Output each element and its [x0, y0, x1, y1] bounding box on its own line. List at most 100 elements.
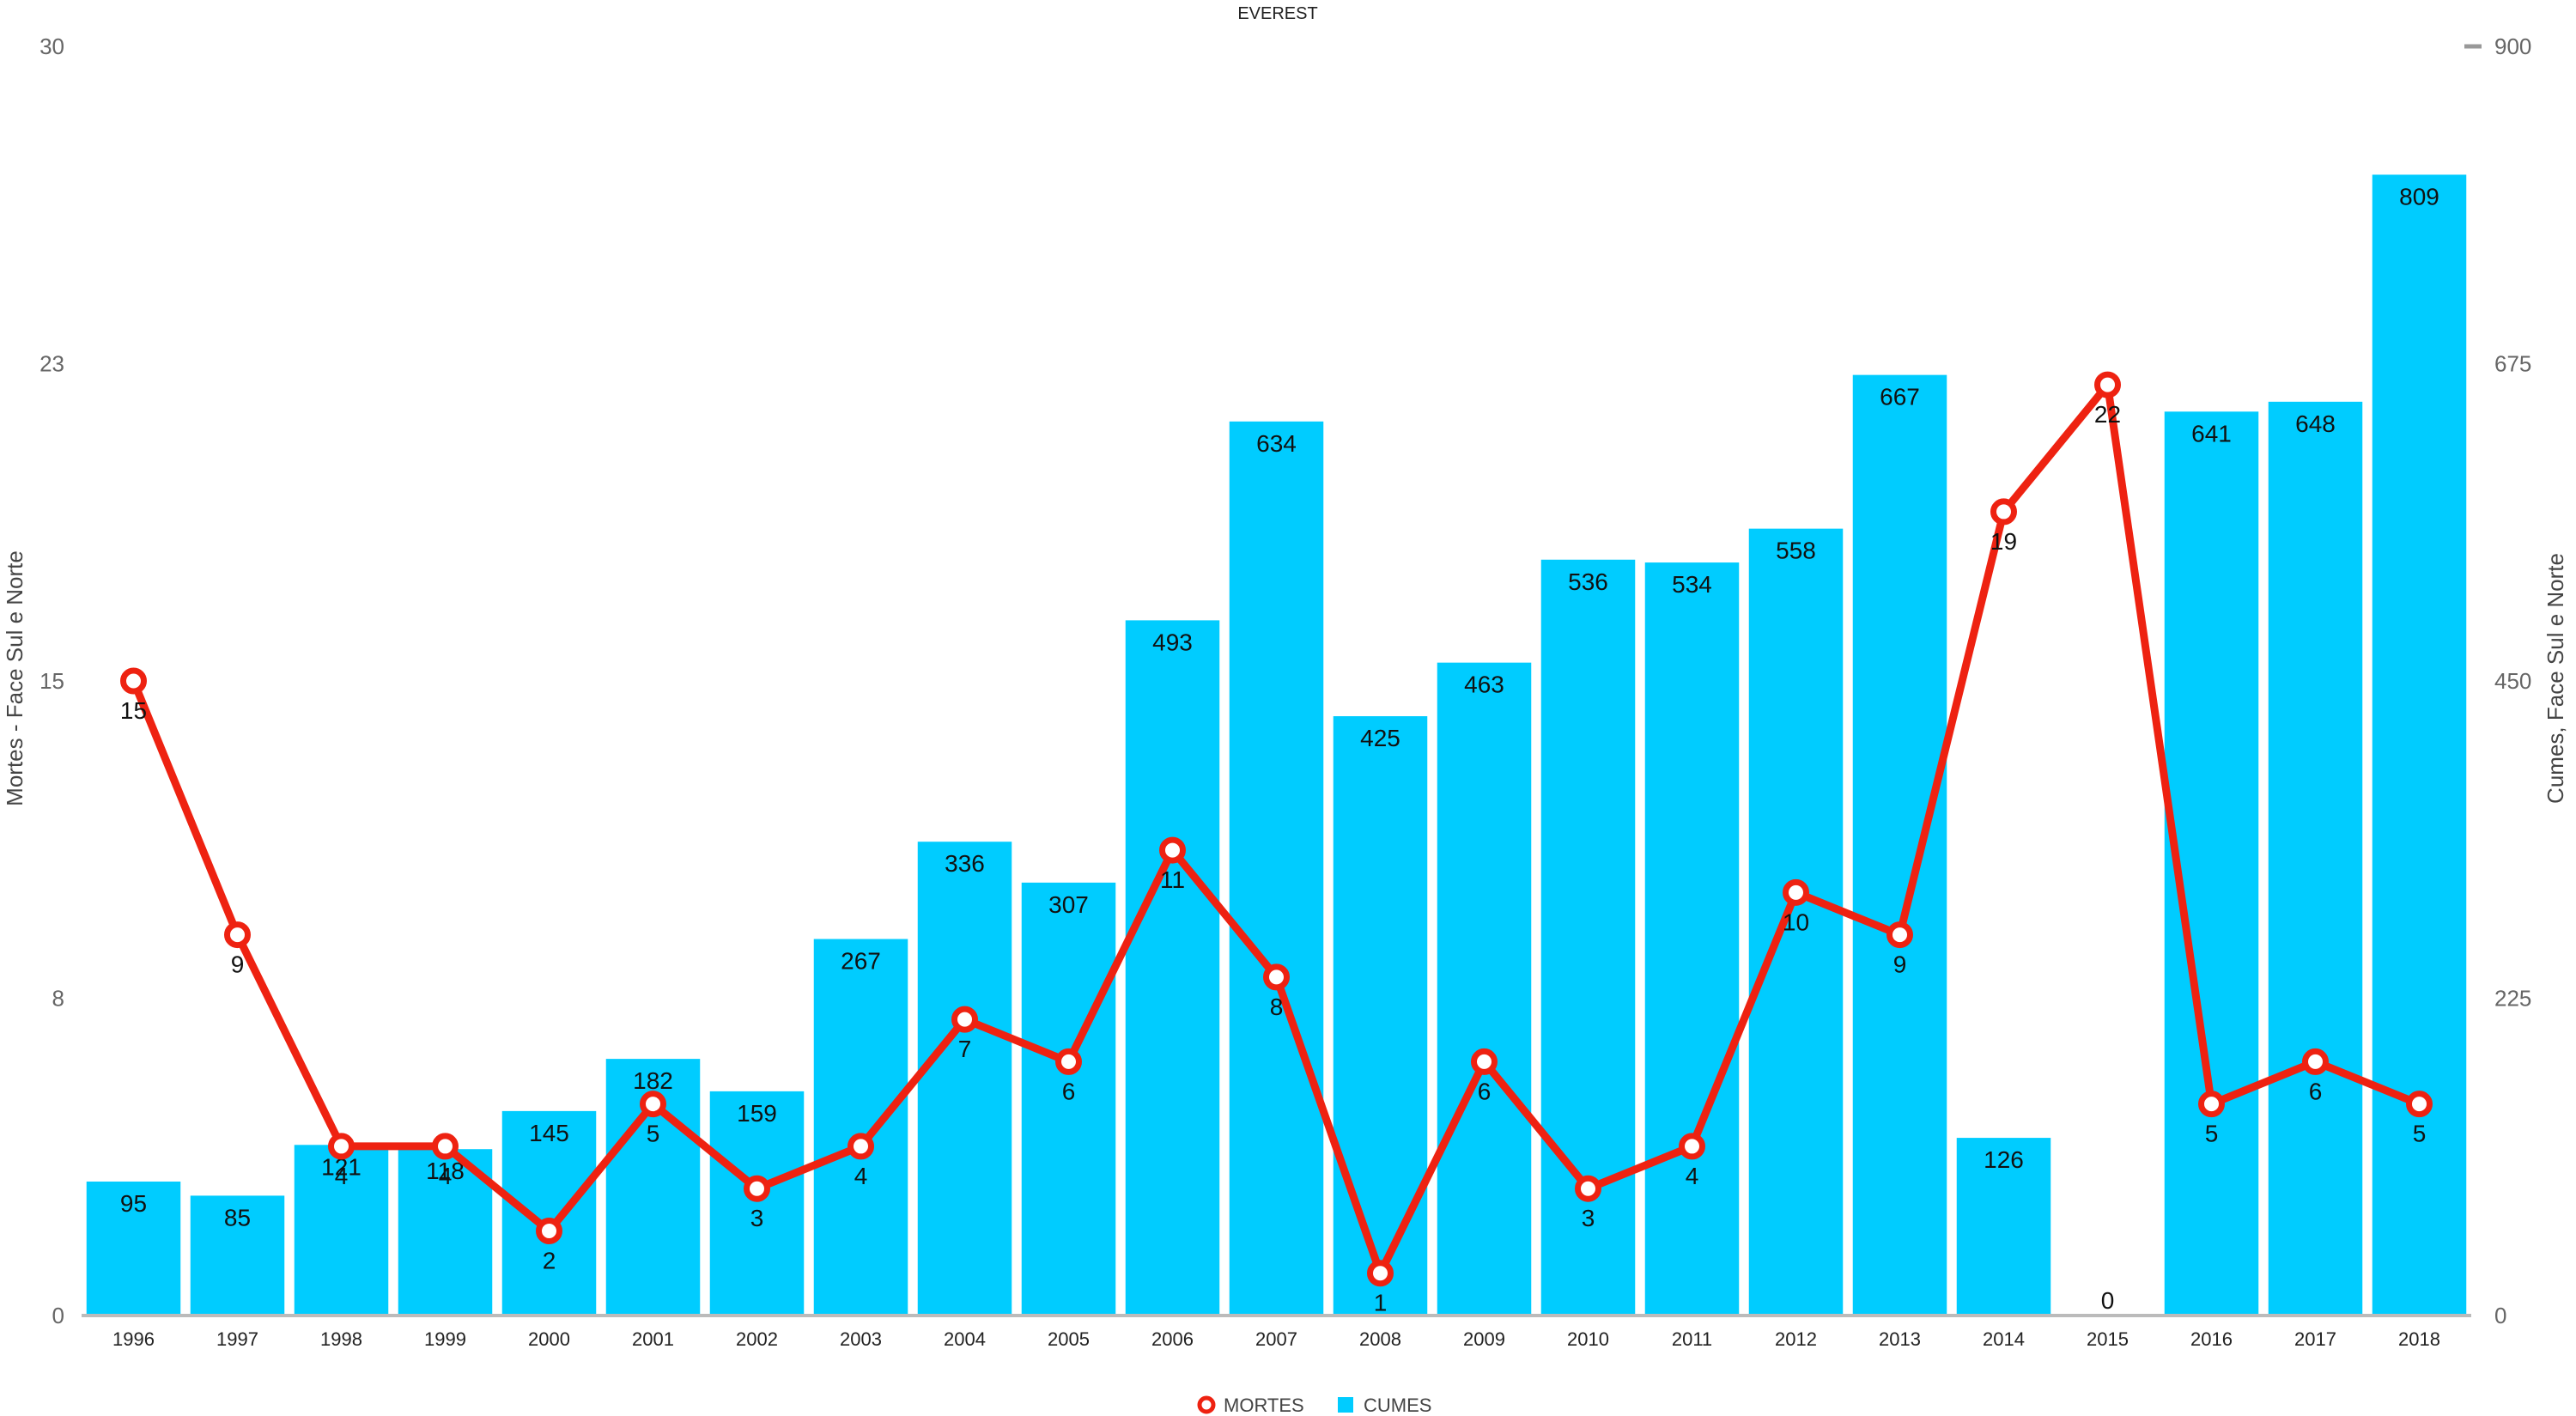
line-series-mortes [120, 371, 2433, 1287]
bar-value-label: 648 [2295, 410, 2336, 437]
y-right-tick-label: 0 [2494, 1303, 2506, 1328]
line-point[interactable] [2302, 1048, 2329, 1075]
line-value-label: 22 [2094, 401, 2121, 428]
x-tick-label: 1998 [320, 1328, 362, 1350]
bar[interactable] [1852, 374, 1947, 1316]
line-point[interactable] [640, 1091, 666, 1118]
y-left-tick-label: 23 [39, 351, 64, 377]
bar-value-label: 536 [1568, 568, 1608, 595]
bar-value-label: 0 [2101, 1287, 2115, 1314]
x-tick-label: 2015 [2087, 1328, 2129, 1350]
legend-item-mortes[interactable]: MORTES [1197, 1395, 1304, 1416]
bar[interactable] [1437, 662, 1532, 1316]
bar[interactable] [501, 1110, 597, 1316]
bar-value-label: 267 [841, 948, 881, 975]
x-tick-label: 1997 [216, 1328, 258, 1350]
x-tick-label: 2007 [1255, 1328, 1297, 1350]
bar[interactable] [1644, 562, 1740, 1316]
line-value-label: 5 [2413, 1121, 2427, 1147]
line-value-label: 15 [120, 697, 147, 724]
bar[interactable] [1125, 620, 1220, 1316]
bar[interactable] [1229, 421, 1324, 1316]
line-point[interactable] [536, 1217, 562, 1244]
line-point[interactable] [2094, 371, 2121, 398]
bar[interactable] [917, 842, 1012, 1316]
bar-value-label: 641 [2191, 420, 2232, 447]
x-tick-label: 2002 [736, 1328, 778, 1350]
x-tick-label: 2013 [1879, 1328, 1921, 1350]
line-value-label: 4 [335, 1163, 349, 1189]
line-value-label: 7 [958, 1036, 972, 1062]
bar-value-label: 85 [224, 1204, 251, 1231]
line-value-label: 11 [1160, 866, 1185, 893]
line-point[interactable] [1886, 921, 1913, 949]
line-point[interactable] [432, 1133, 459, 1160]
x-tick-label: 1996 [112, 1328, 155, 1350]
bar-value-label: 126 [1984, 1146, 2024, 1173]
bar[interactable] [1956, 1138, 2051, 1316]
bar[interactable] [190, 1195, 285, 1316]
x-tick-label: 2008 [1359, 1328, 1401, 1350]
bar-value-label: 534 [1672, 571, 1712, 598]
x-tick-label: 2018 [2398, 1328, 2440, 1350]
x-tick-label: 2016 [2190, 1328, 2233, 1350]
x-tick-label: 2004 [944, 1328, 986, 1350]
bar[interactable] [1748, 528, 1844, 1316]
line-value-label: 9 [231, 951, 245, 978]
line-point[interactable] [848, 1133, 874, 1160]
y-left-tick-label: 8 [52, 986, 64, 1012]
bar[interactable] [1021, 882, 1116, 1316]
y-right-tick-label: 225 [2494, 986, 2531, 1012]
legend-label-cumes: CUMES [1364, 1395, 1431, 1416]
line-point[interactable] [2406, 1091, 2433, 1118]
bar-value-label: 336 [945, 850, 985, 877]
bar-value-label: 145 [529, 1120, 569, 1146]
line-point[interactable] [1055, 1048, 1082, 1075]
line-value-label: 6 [1478, 1078, 1492, 1104]
bar-value-label: 558 [1776, 538, 1816, 564]
line-point[interactable] [224, 921, 251, 949]
x-tick-label: 2001 [632, 1328, 674, 1350]
bar[interactable] [1540, 559, 1636, 1316]
x-tick-label: 2000 [528, 1328, 570, 1350]
line-value-label: 4 [854, 1163, 868, 1189]
line-value-label: 19 [1990, 528, 2017, 555]
line-point[interactable] [1471, 1048, 1498, 1075]
line-point[interactable] [1990, 498, 2017, 526]
line-point[interactable] [1367, 1260, 1394, 1287]
line-point[interactable] [744, 1175, 770, 1202]
line-value-label: 1 [1374, 1290, 1388, 1316]
bar[interactable] [2372, 174, 2467, 1316]
line-value-label: 10 [1783, 909, 1809, 935]
line-point[interactable] [328, 1133, 355, 1160]
line-point[interactable] [1159, 836, 1186, 864]
line-point[interactable] [951, 1006, 978, 1033]
y-left-tick-label: 0 [52, 1303, 64, 1328]
bar[interactable] [813, 939, 908, 1316]
line-value-label: 3 [1582, 1205, 1595, 1231]
legend-item-cumes[interactable]: CUMES [1338, 1395, 1431, 1416]
line-point[interactable] [1263, 963, 1290, 991]
bar[interactable] [2268, 401, 2363, 1316]
bar[interactable] [86, 1181, 181, 1316]
line-point[interactable] [1575, 1175, 1601, 1202]
chart-title: EVEREST [1237, 4, 1317, 23]
line-point[interactable] [120, 667, 147, 695]
line-value-label: 2 [543, 1247, 556, 1273]
bar[interactable] [398, 1149, 493, 1316]
bar[interactable] [294, 1145, 389, 1316]
x-tick-label: 2010 [1567, 1328, 1609, 1350]
y-left-tick-label: 15 [39, 668, 64, 694]
bar[interactable] [709, 1091, 805, 1316]
y-right-tick-label: 900 [2494, 33, 2531, 59]
line-point[interactable] [2198, 1091, 2225, 1118]
bar[interactable] [1333, 716, 1428, 1316]
line-point[interactable] [1783, 878, 1809, 906]
x-tick-label: 1999 [424, 1328, 466, 1350]
line-point[interactable] [1679, 1133, 1705, 1160]
bar-value-label: 307 [1048, 891, 1089, 918]
x-tick-label: 2017 [2294, 1328, 2336, 1350]
line-value-label: 4 [1686, 1163, 1699, 1189]
